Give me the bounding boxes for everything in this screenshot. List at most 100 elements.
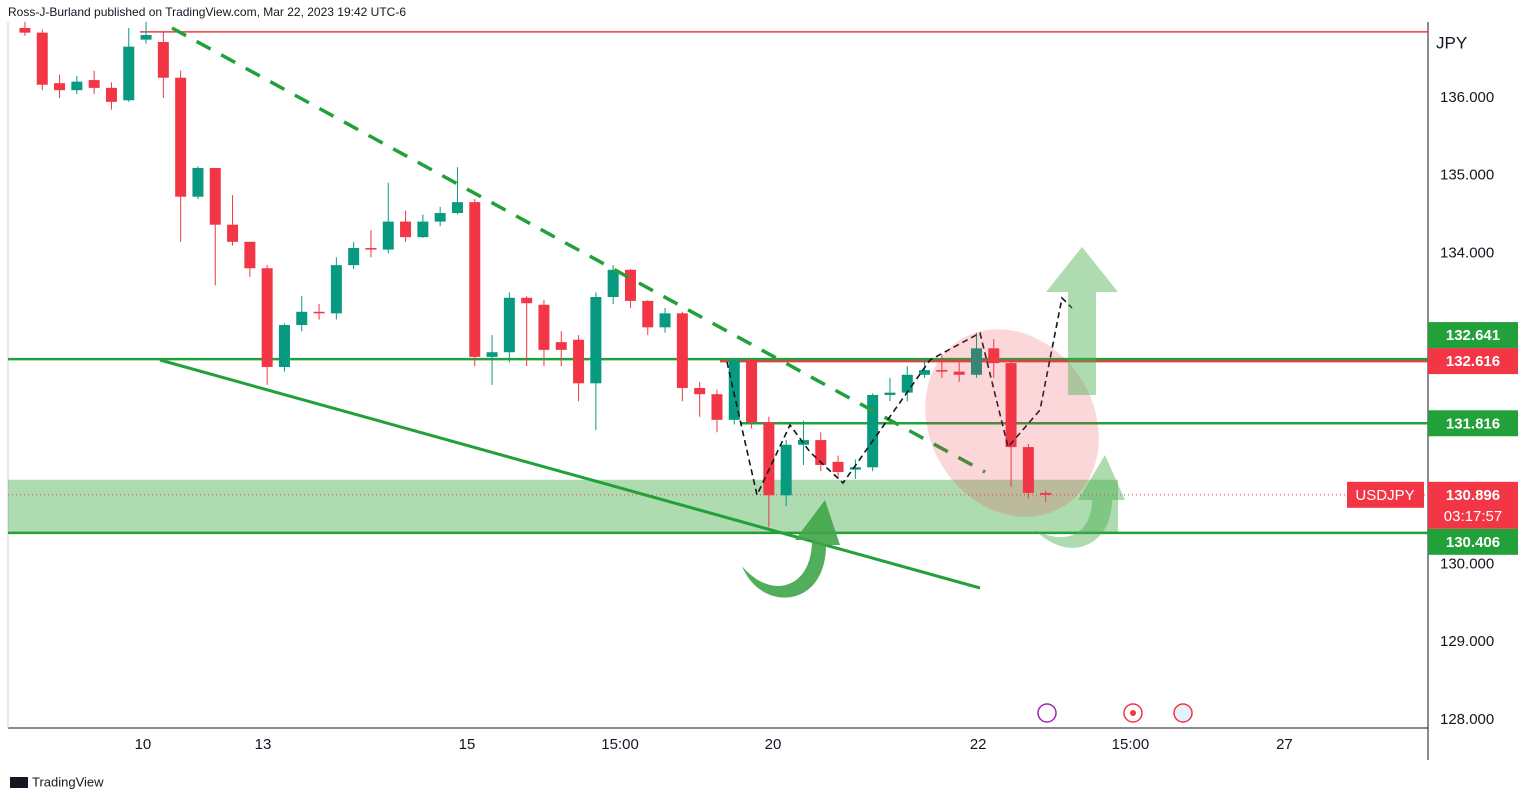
candle-body: [469, 202, 481, 357]
support-trendline: [159, 358, 981, 590]
candle-body: [694, 387, 706, 395]
candle-body: [1005, 363, 1017, 448]
level-tag: [1428, 322, 1518, 349]
x-tick-label: 22: [970, 736, 987, 753]
zone-layer: [8, 31, 1428, 535]
candle-body: [175, 77, 187, 197]
x-tick-label: 15:00: [601, 736, 639, 753]
candle-body: [763, 422, 775, 496]
event-icon[interactable]: [1123, 703, 1143, 723]
y-tick-label: 136.000: [1440, 89, 1494, 106]
y-tick-label: 130.000: [1440, 555, 1494, 572]
x-tick-label: 13: [255, 736, 272, 753]
candle-body: [676, 313, 688, 388]
candle-body: [988, 348, 1000, 364]
countdown: 03:17:57: [1444, 508, 1502, 525]
candle-body: [330, 265, 342, 314]
level-tag-label: 132.641: [1446, 327, 1500, 344]
candle-body: [227, 224, 239, 242]
candle-body: [123, 46, 135, 101]
x-tick-label: 15:00: [1112, 736, 1150, 753]
drawings: [159, 26, 1125, 598]
y-tick-label: 135.000: [1440, 167, 1494, 184]
event-icon[interactable]: [1037, 703, 1057, 723]
candle-body: [105, 87, 117, 102]
x-tick-label: 27: [1276, 736, 1293, 753]
candle-body: [19, 27, 31, 33]
event-icons: [1037, 703, 1193, 723]
candle-body: [157, 41, 169, 78]
publisher: Ross-J-Burland published on TradingView.…: [8, 5, 406, 19]
brand: TradingView: [32, 774, 104, 789]
candle-body: [746, 359, 758, 423]
candle-body: [919, 370, 931, 375]
level-tag-label: 130.406: [1446, 534, 1500, 551]
candles: [19, 21, 1052, 528]
falling-trendline-dashed: [171, 26, 986, 474]
candle-body: [780, 444, 792, 496]
candle-body: [884, 392, 896, 395]
candle-body: [659, 313, 671, 328]
candle-body: [434, 213, 446, 222]
candle-body: [348, 248, 360, 266]
candle-body: [278, 325, 290, 367]
y-tick-label: 134.000: [1440, 244, 1494, 261]
candle-body: [417, 221, 429, 238]
last-price-value: 130.896: [1446, 487, 1500, 504]
level-tag-label: 131.816: [1446, 415, 1500, 432]
candle-body: [244, 241, 256, 269]
projection-path: [726, 296, 1073, 498]
candle-body: [970, 348, 982, 375]
candle-body: [88, 80, 100, 88]
level-tag: [1428, 528, 1518, 555]
candle-body: [451, 202, 463, 214]
candle-body: [815, 440, 827, 465]
level-tag-label: 132.616: [1446, 353, 1500, 370]
candle-body: [54, 83, 66, 91]
y-tick-label: 128.000: [1440, 711, 1494, 728]
highlight-ellipse: [925, 329, 1099, 517]
candle-body: [313, 311, 325, 314]
candle-body: [901, 374, 913, 393]
candle-body: [849, 467, 861, 470]
symbol-tag: [1347, 481, 1424, 508]
candle-body: [624, 269, 636, 301]
candle-body: [555, 342, 567, 350]
event-icon-dot: [1130, 710, 1136, 716]
x-tick-label: 15: [459, 736, 476, 753]
level-tag: [1428, 348, 1518, 375]
candle-body: [711, 394, 723, 420]
candle-body: [503, 297, 515, 353]
y-tick-label: 129.000: [1440, 633, 1494, 650]
candle-body: [590, 297, 602, 384]
candle-body: [400, 221, 412, 238]
bounce-arrow-projected: [1035, 455, 1125, 548]
candle-body: [1040, 492, 1052, 495]
up-arrow: [1046, 247, 1118, 395]
candle-body: [936, 370, 948, 372]
last-price-tag: [1428, 481, 1518, 529]
candle-body: [521, 297, 533, 304]
currency-label: JPY: [1436, 33, 1467, 52]
candle-body: [642, 300, 654, 328]
candle-body: [382, 221, 394, 250]
candle-body: [140, 34, 152, 40]
candle-body: [953, 371, 965, 375]
candle-body: [1022, 447, 1034, 493]
candle-body: [36, 32, 48, 85]
candle-body: [573, 339, 585, 384]
candle-body: [261, 268, 273, 367]
brand-logo: [10, 777, 28, 788]
bounce-arrow: [742, 500, 840, 598]
candle-body: [832, 461, 844, 472]
candle-body: [365, 248, 377, 250]
symbol-label: USDJPY: [1355, 487, 1414, 504]
price-tags: 130.896 03:17:57 USDJPY 132.616 132.641 131.8…: [1347, 322, 1518, 555]
event-icon[interactable]: [1173, 703, 1193, 723]
candle-body: [192, 167, 204, 197]
level-tag: [1428, 410, 1518, 437]
candle-body: [867, 394, 879, 468]
candle-body: [538, 304, 550, 350]
candle-body: [607, 269, 619, 298]
x-tick-label: 10: [135, 736, 152, 753]
